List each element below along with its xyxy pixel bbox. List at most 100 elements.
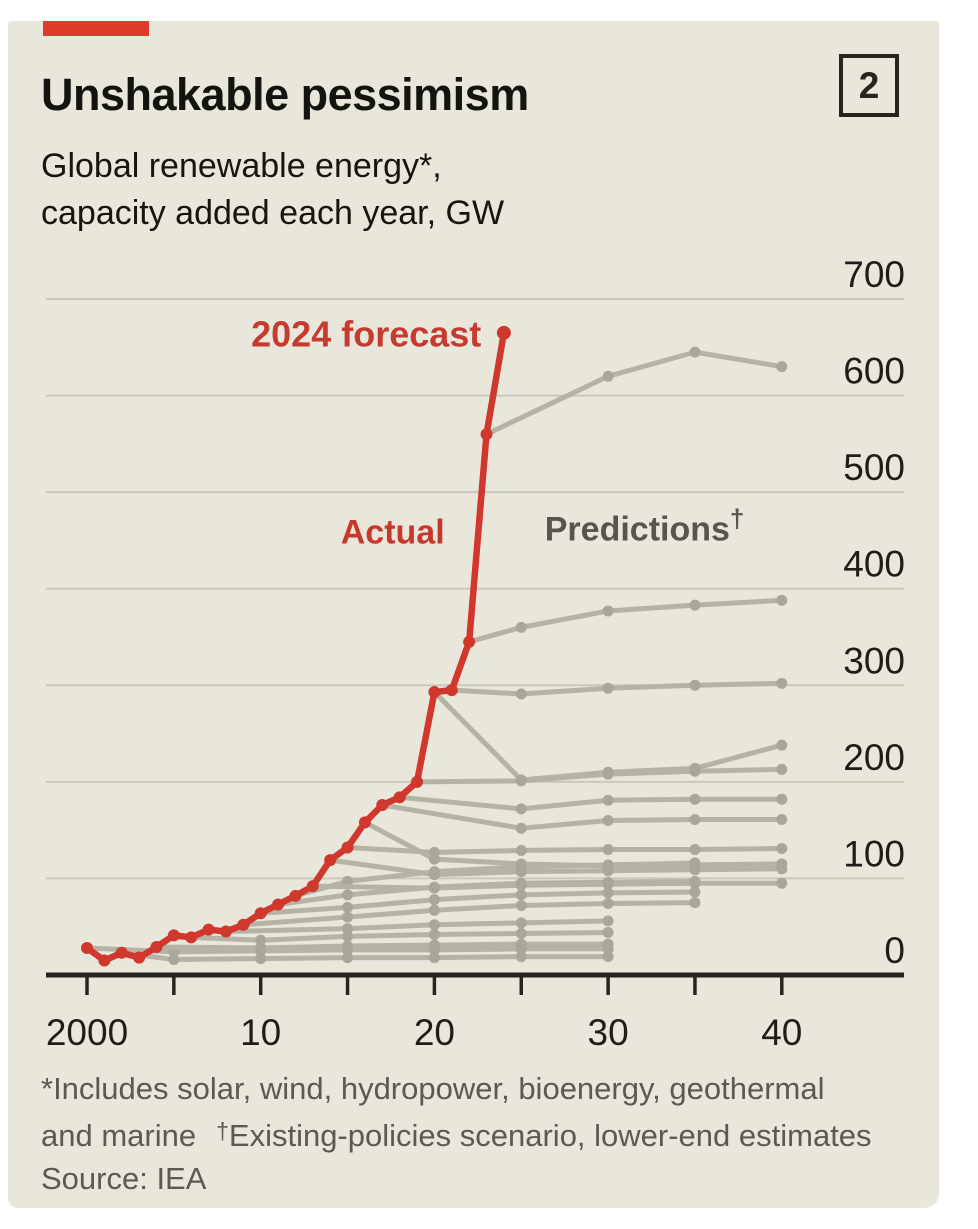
prediction-point-2023-2040: [776, 361, 788, 373]
prediction-point-2017-2035: [689, 814, 701, 826]
prediction-point-2021-2030: [602, 682, 614, 694]
actual-point-2017: [376, 799, 389, 812]
chart-footnotes: *Includes solar, wind, hydropower, bioen…: [41, 1067, 872, 1200]
chart-subtitle: Global renewable energy*, capacity added…: [41, 143, 504, 237]
actual-point-2004: [150, 940, 163, 953]
prediction-line-2022: [466, 597, 785, 645]
prediction-point-2009-2030: [602, 898, 614, 910]
prediction-point-2006-2025: [515, 927, 527, 939]
prediction-point-2010-2020: [428, 894, 440, 906]
prediction-point-2015-2040: [776, 842, 788, 854]
actual-label: Actual: [341, 513, 445, 551]
actual-point-2010: [254, 907, 267, 920]
actual-point-2009: [237, 918, 250, 931]
prediction-point-2002-2020: [428, 952, 440, 964]
chart-number-text: 2: [858, 64, 880, 106]
actual-point-2016: [358, 816, 371, 829]
prediction-point-2013-2040: [776, 877, 788, 889]
prediction-point-2010-2015: [342, 901, 354, 913]
subtitle-line-2: capacity added each year, GW: [41, 194, 505, 232]
actual-point-2024: [496, 325, 511, 340]
prediction-line-2017: [379, 802, 785, 831]
predictions-label: Predictions†: [545, 503, 745, 548]
actual-point-2018: [393, 791, 406, 804]
prediction-point-2013-2020: [428, 882, 440, 894]
x-axis-label-2010: 10: [240, 1012, 281, 1053]
prediction-point-2023-2030: [602, 370, 614, 382]
prediction-line-2018: [397, 794, 785, 812]
actual-point-2021: [445, 684, 458, 697]
prediction-point-2023-2035: [689, 346, 701, 358]
prediction-point-2002-2015: [342, 952, 354, 964]
prediction-point-2020-2030: [602, 766, 614, 778]
prediction-point-2009-2035: [689, 897, 701, 909]
prediction-line-2009: [240, 900, 698, 928]
prediction-point-2015-2035: [689, 843, 701, 855]
forecast-label: 2024 forecast: [251, 313, 481, 354]
actual-point-2008: [219, 925, 232, 938]
prediction-point-2020-2035: [689, 762, 701, 774]
prediction-point-2018-2035: [689, 793, 701, 805]
prediction-point-2016-2030: [602, 860, 614, 872]
prediction-point-2008-2030: [602, 915, 614, 927]
red-kicker-bar: [43, 21, 149, 36]
y-axis-label-500: 500: [843, 447, 905, 488]
y-axis-label-300: 300: [843, 640, 905, 681]
actual-point-2007: [202, 923, 215, 936]
prediction-point-2022-2030: [602, 605, 614, 617]
prediction-point-2006-2020: [428, 928, 440, 940]
prediction-point-2010-2025: [515, 889, 527, 901]
prediction-point-2004-2010: [255, 942, 267, 954]
subtitle-line-1: Global renewable energy*,: [41, 147, 442, 185]
dagger-icon: †: [216, 1118, 229, 1144]
actual-line: [83, 329, 508, 964]
prediction-point-2002-2030: [602, 951, 614, 963]
prediction-point-2022-2040: [776, 594, 788, 606]
prediction-point-2017-2025: [515, 822, 527, 834]
footnote-line-1: *Includes solar, wind, hydropower, bioen…: [41, 1071, 825, 1106]
prediction-point-2002-2005: [168, 954, 180, 966]
prediction-point-2002-2010: [255, 953, 267, 965]
prediction-point-2016-2025: [515, 858, 527, 870]
prediction-point-2010-2030: [602, 887, 614, 899]
actual-point-2015: [341, 841, 354, 854]
prediction-point-2006-2010: [255, 934, 267, 946]
prediction-line-2016: [362, 819, 785, 869]
footnote-line-2-text: Existing-policies scenario, lower-end es…: [228, 1118, 872, 1153]
prediction-line-2013: [310, 880, 785, 891]
prediction-point-2006-2015: [342, 930, 354, 942]
prediction-point-2009-2020: [428, 904, 440, 916]
actual-point-2012: [289, 889, 302, 902]
prediction-line-2004: [153, 941, 611, 951]
prediction-point-2013-2030: [602, 878, 614, 890]
y-axis-label-100: 100: [843, 833, 905, 874]
footnote-line-2-prefix: and marine: [41, 1118, 197, 1153]
prediction-point-2004-2020: [428, 939, 440, 951]
prediction-point-2004-2030: [602, 938, 614, 950]
actual-point-2020: [428, 686, 441, 699]
x-axis-label-2030: 30: [588, 1012, 629, 1053]
actual-point-2019: [411, 775, 424, 788]
prediction-point-2008-2015: [342, 923, 354, 935]
prediction-point-2018-2025: [515, 803, 527, 815]
footnote-line-2: and marine †Existing-policies scenario, l…: [41, 1110, 872, 1157]
actual-point-2014: [324, 854, 337, 867]
prediction-point-2020-2040: [776, 739, 788, 751]
prediction-point-2012-2015: [342, 875, 354, 887]
y-axis-label-700: 700: [843, 254, 905, 295]
prediction-point-2021-2040: [776, 677, 788, 689]
prediction-point-2014-2020: [428, 869, 440, 881]
prediction-line-2010: [258, 889, 698, 916]
prediction-point-2009-2015: [342, 911, 354, 923]
x-axis-label-2000: 2000: [46, 1012, 128, 1053]
x-axis-label-2040: 40: [761, 1012, 802, 1053]
prediction-point-2018-2030: [602, 794, 614, 806]
prediction-point-2004-2025: [515, 938, 527, 950]
y-axis-label-400: 400: [843, 544, 905, 585]
source-line: Source: IEA: [41, 1161, 207, 1196]
actual-point-2022: [463, 635, 476, 648]
prediction-point-2017-2040: [776, 814, 788, 826]
prediction-point-2008-2025: [515, 917, 527, 929]
